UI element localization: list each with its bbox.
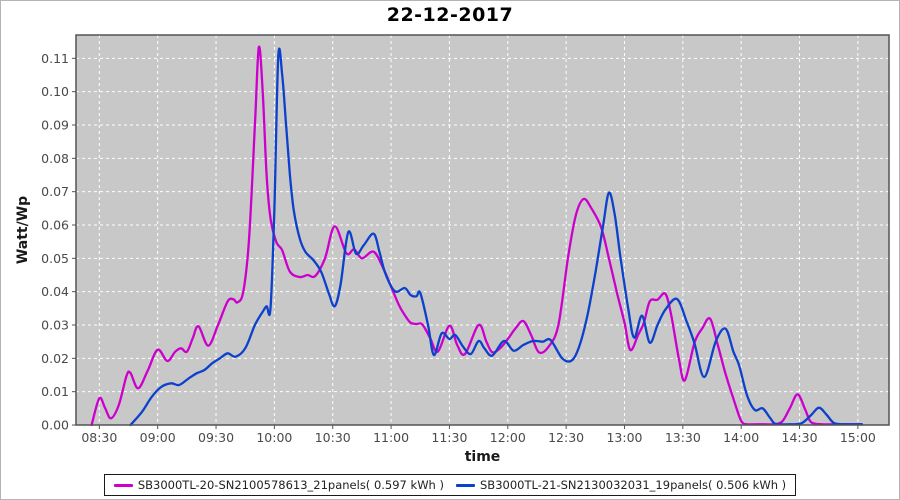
legend-row: SB3000TL-20-SN2100578613_21panels( 0.597… [1,474,899,496]
x-tick-label: 14:00 [723,430,759,445]
x-tick-label: 13:00 [606,430,642,445]
plot-area [76,35,889,425]
series-line-1 [90,45,863,427]
y-tick-label: 0.05 [41,251,69,266]
x-tick-label: 14:30 [782,430,818,445]
legend-line-swatch-series2 [456,483,475,487]
legend-label-series2: SB3000TL-21-SN2130032031_19panels( 0.506… [480,478,787,492]
y-tick-label: 0.10 [41,84,69,99]
x-tick-label: 15:00 [840,430,876,445]
x-axis-title: time [465,449,501,465]
chart-title: 22-12-2017 [386,4,514,26]
y-tick-label: 0.02 [41,351,69,366]
y-axis-title: Watt/Wp [15,196,31,264]
y-tick-label: 0.04 [41,284,69,299]
x-tick-label: 13:30 [665,430,701,445]
y-tick-label: 0.00 [41,418,69,433]
plot-svg: 08:30 09:00 09:30 10:00 10:30 11:00 11:30 12:00… [15,34,890,465]
plot-border [75,34,890,426]
y-tick-label: 0.11 [41,51,69,66]
y-tick-label: 0.09 [41,118,69,133]
y-tick-label: 0.07 [41,184,69,199]
legend-item: SB3000TL-21-SN2130032031_19panels( 0.506… [456,478,786,492]
legend-line-swatch-series1 [113,483,133,487]
x-tick-label: 12:00 [490,430,526,445]
x-tick-label: 11:00 [373,430,409,445]
x-tick-label: 09:00 [140,430,176,445]
y-tick-label: 0.03 [41,318,69,333]
x-tick-label: 09:30 [198,430,234,445]
legend-item: SB3000TL-20-SN2100578613_21panels( 0.597… [113,478,444,492]
x-tick-label: 11:30 [431,430,467,445]
y-tick-label: 0.06 [41,218,69,233]
x-tick-label: 12:30 [548,430,584,445]
x-tick-label: 08:30 [81,430,117,445]
x-tick-label: 10:30 [315,430,351,445]
legend-label-series1: SB3000TL-20-SN2100578613_21panels( 0.597… [137,478,444,492]
y-tick-label: 0.08 [41,151,69,166]
x-tick-label: 10:00 [256,430,292,445]
legend: SB3000TL-20-SN2100578613_21panels( 0.597… [103,474,797,496]
y-tick-label: 0.01 [41,384,69,399]
series-line-2 [129,47,863,427]
